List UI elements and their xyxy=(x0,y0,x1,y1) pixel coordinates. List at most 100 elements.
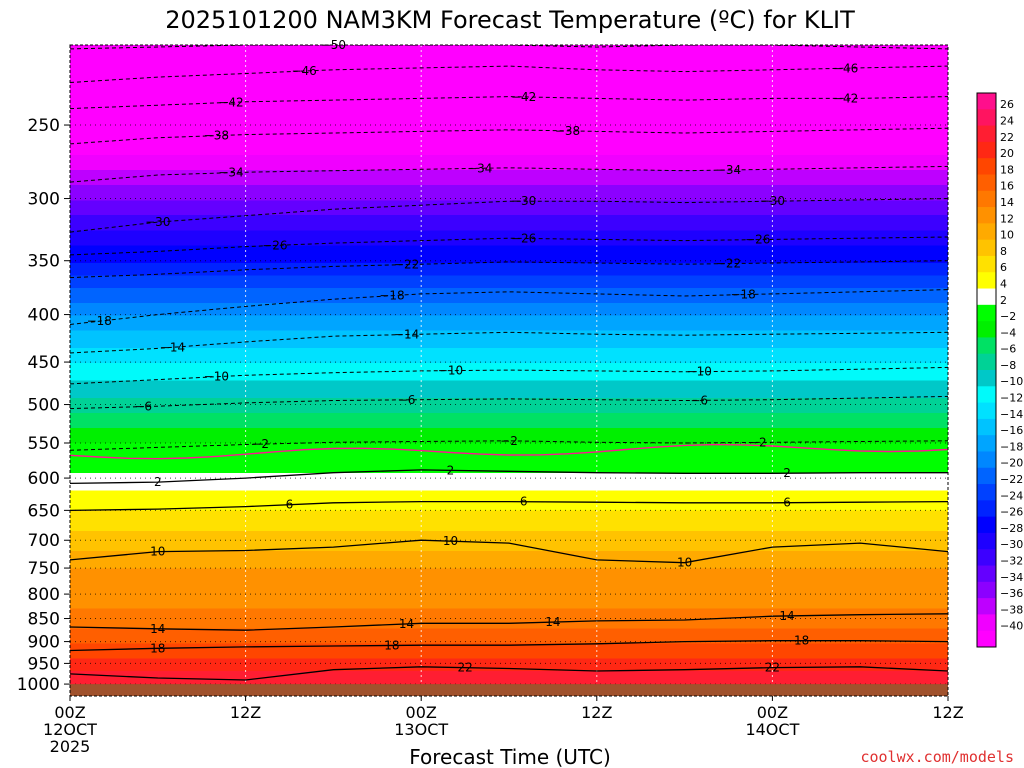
contour-label: 6 xyxy=(520,495,528,509)
colorbar-tick-label: −30 xyxy=(1000,538,1023,551)
contour-label: −6 xyxy=(690,393,708,407)
contour-line xyxy=(70,96,948,110)
contour-label: −30 xyxy=(511,194,536,208)
colorbar-segment xyxy=(977,239,996,257)
colorbar-tick-label: −32 xyxy=(1000,555,1023,568)
contour-label: −10 xyxy=(438,364,463,378)
contour-label: −2 xyxy=(500,434,518,448)
colorbar-tick-label: −14 xyxy=(1000,408,1023,421)
contour-label: 2 xyxy=(447,463,455,477)
contour-label: 14 xyxy=(779,609,794,623)
colorbar-segment xyxy=(977,207,996,224)
contour-label: 14 xyxy=(399,617,414,631)
contour-label: 18 xyxy=(150,641,165,655)
contour-label: −14 xyxy=(394,328,419,342)
contour-label: 18 xyxy=(794,634,809,648)
y-tick-label: 600 xyxy=(28,469,60,489)
colorbar-segment xyxy=(977,435,996,452)
contour-label: −22 xyxy=(394,258,419,272)
colorbar-tick-label: 18 xyxy=(1000,163,1014,176)
colorbar-tick-label: −12 xyxy=(1000,392,1023,405)
colorbar-frame xyxy=(976,92,997,648)
colorbar-segment xyxy=(977,598,996,615)
colorbar-tick-label: 26 xyxy=(1000,98,1014,111)
colorbar-tick-label: −34 xyxy=(1000,571,1023,584)
contour-label: −34 xyxy=(467,161,492,175)
x-tick-label: 00Z xyxy=(54,703,85,722)
colorbar-segment xyxy=(977,581,996,599)
colorbar-segment xyxy=(977,321,996,338)
colorbar-segment xyxy=(977,272,996,290)
x-tick-label: 12Z xyxy=(932,703,963,722)
contour-label: 10 xyxy=(150,545,165,559)
colorbar-tick-label: 2 xyxy=(1000,294,1007,307)
y-tick-label: 900 xyxy=(28,633,60,653)
x-tick-label: 12Z xyxy=(581,703,612,722)
contour-label: −26 xyxy=(745,233,770,247)
y-tick-label: 550 xyxy=(28,434,60,454)
x-tick-label: 14OCT xyxy=(745,720,799,739)
x-tick-label: 2025 xyxy=(50,737,91,756)
colorbar-tick-label: 20 xyxy=(1000,147,1014,160)
contour-label: −38 xyxy=(555,124,580,138)
colorbar-tick-label: 24 xyxy=(1000,115,1014,128)
contour-label: 6 xyxy=(286,498,294,512)
contour-label: −18 xyxy=(379,289,404,303)
contour-line xyxy=(70,395,948,410)
colorbar-tick-label: −16 xyxy=(1000,424,1023,437)
contour-label: 14 xyxy=(150,622,165,636)
y-tick-label: 350 xyxy=(28,252,60,272)
contour-label: 18 xyxy=(384,638,399,652)
credit-text: coolwx.com/models xyxy=(860,748,1014,766)
colorbar-tick-label: 4 xyxy=(1000,278,1007,291)
colorbar-tick-label: 12 xyxy=(1000,212,1014,225)
colorbar-tick-label: −22 xyxy=(1000,473,1023,486)
colorbar-tick-label: −2 xyxy=(1000,310,1016,323)
colorbar-tick-label: −4 xyxy=(1000,326,1016,339)
contour-label: −14 xyxy=(160,340,185,354)
colorbar-segment xyxy=(977,565,996,583)
contour-labels: −50 −46 −46 −42 −42 −42 −38 −38 −34 −34 −34 −30 −30 −… xyxy=(87,38,859,675)
contour-line xyxy=(70,198,948,233)
colorbar-segment xyxy=(977,500,996,518)
y-tick-label: 250 xyxy=(28,116,60,136)
colorbar-segment xyxy=(977,255,996,273)
colorbar-segment xyxy=(977,484,996,501)
colorbar-segment xyxy=(977,158,996,175)
contour-label: −22 xyxy=(716,257,741,271)
x-tick-label: 12Z xyxy=(230,703,261,722)
contour-label: −6 xyxy=(134,400,152,414)
contour-line xyxy=(70,366,948,385)
y-tick-label: 700 xyxy=(28,531,60,551)
colorbar-segment xyxy=(977,549,996,567)
x-tick-label: 13OCT xyxy=(394,720,448,739)
colorbar-segment xyxy=(977,630,996,648)
colorbar-segment xyxy=(977,532,996,550)
contour-line xyxy=(70,666,948,681)
contour-line xyxy=(70,539,948,564)
plot-area xyxy=(70,45,948,696)
colorbar-segment xyxy=(977,304,996,322)
contour-line xyxy=(70,469,948,485)
colorbar-tick-label: 16 xyxy=(1000,180,1014,193)
x-tick-label: 12OCT xyxy=(43,720,97,739)
chart-title: 2025101200 NAM3KM Forecast Temperature (… xyxy=(165,6,855,34)
contour-line xyxy=(70,289,948,325)
colorbar-tick-label: 10 xyxy=(1000,229,1014,242)
colorbar-tick-label: −26 xyxy=(1000,506,1023,519)
colorbar-segment xyxy=(977,288,996,306)
y-tick-label: 800 xyxy=(28,585,60,605)
contour-label: 22 xyxy=(457,661,472,675)
contour-label: 6 xyxy=(783,496,791,510)
contour-label: −26 xyxy=(511,231,536,245)
y-tick-label: 750 xyxy=(28,559,60,579)
contour-label: −42 xyxy=(833,91,858,105)
contour-lines xyxy=(70,45,948,681)
x-tick-label: 00Z xyxy=(757,703,788,722)
colorbar-segment xyxy=(977,467,996,485)
contour-label: 14 xyxy=(545,615,560,629)
contour-line xyxy=(70,45,948,50)
colorbar-segment xyxy=(977,614,996,632)
